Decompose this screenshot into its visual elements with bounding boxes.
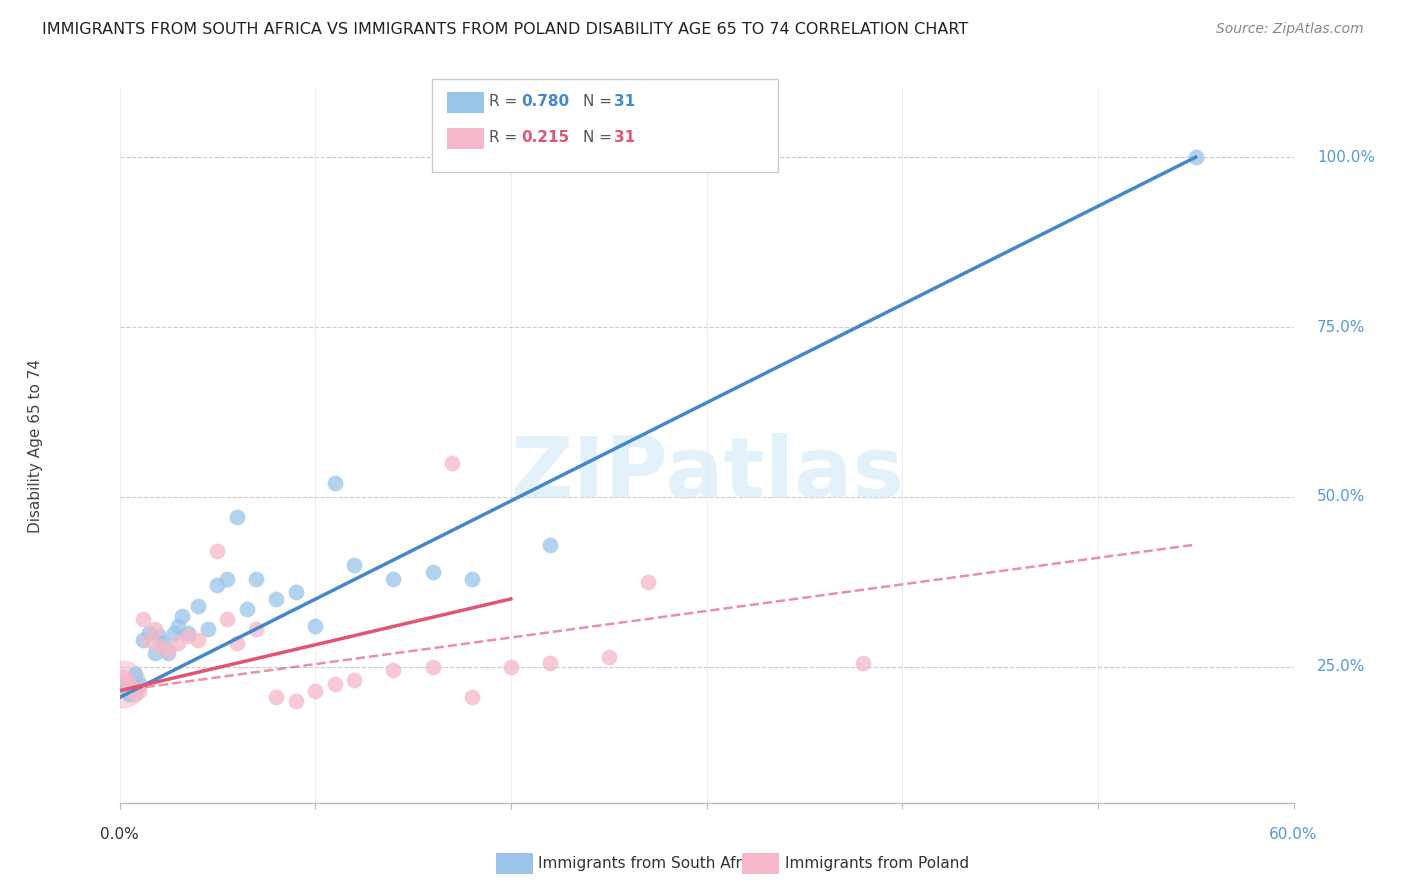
- Point: [148, 640, 170, 654]
- Point: [152, 636, 174, 650]
- Point: [1184, 150, 1206, 164]
- Point: [118, 687, 141, 701]
- Text: N =: N =: [583, 130, 617, 145]
- Point: [177, 626, 200, 640]
- Point: [264, 591, 287, 606]
- Point: [187, 599, 209, 613]
- Point: [207, 544, 229, 558]
- Point: [124, 687, 146, 701]
- Point: [143, 623, 166, 637]
- Point: [422, 565, 444, 579]
- Point: [343, 558, 366, 572]
- Text: N =: N =: [583, 95, 617, 109]
- Point: [538, 537, 561, 551]
- Point: [138, 626, 160, 640]
- Point: [225, 510, 249, 524]
- Text: 0.215: 0.215: [522, 130, 569, 145]
- Point: [225, 636, 249, 650]
- Point: [120, 680, 142, 694]
- Point: [117, 673, 139, 688]
- Point: [167, 636, 190, 650]
- Text: 100.0%: 100.0%: [1317, 150, 1375, 165]
- Text: Immigrants from South Africa: Immigrants from South Africa: [538, 856, 765, 871]
- Point: [207, 578, 229, 592]
- Point: [148, 629, 170, 643]
- Text: Source: ZipAtlas.com: Source: ZipAtlas.com: [1216, 22, 1364, 37]
- Point: [197, 623, 219, 637]
- Point: [114, 680, 136, 694]
- Point: [422, 660, 444, 674]
- Point: [217, 612, 239, 626]
- Point: [323, 677, 346, 691]
- Point: [382, 663, 405, 677]
- Point: [124, 666, 146, 681]
- Point: [598, 649, 620, 664]
- Text: R =: R =: [489, 95, 523, 109]
- Point: [128, 683, 150, 698]
- Point: [245, 623, 267, 637]
- Text: 25.0%: 25.0%: [1317, 659, 1365, 674]
- Text: Immigrants from Poland: Immigrants from Poland: [785, 856, 969, 871]
- Point: [217, 572, 239, 586]
- Point: [441, 456, 464, 470]
- Point: [382, 572, 405, 586]
- Text: ZIPatlas: ZIPatlas: [509, 433, 904, 516]
- Point: [637, 574, 659, 589]
- Point: [187, 632, 209, 647]
- Point: [538, 657, 561, 671]
- Point: [235, 602, 257, 616]
- Point: [132, 632, 155, 647]
- Text: 0.0%: 0.0%: [100, 827, 139, 841]
- Point: [132, 612, 155, 626]
- Point: [304, 683, 326, 698]
- Text: 50.0%: 50.0%: [1317, 490, 1365, 505]
- Point: [157, 643, 180, 657]
- Point: [245, 572, 267, 586]
- Point: [499, 660, 522, 674]
- Text: 31: 31: [614, 130, 636, 145]
- Point: [460, 690, 484, 705]
- Text: Disability Age 65 to 74: Disability Age 65 to 74: [28, 359, 42, 533]
- Point: [284, 694, 307, 708]
- Point: [264, 690, 287, 705]
- Point: [112, 670, 135, 684]
- Point: [343, 673, 366, 688]
- Text: 75.0%: 75.0%: [1317, 319, 1365, 334]
- Point: [460, 572, 484, 586]
- Point: [163, 626, 186, 640]
- Point: [852, 657, 875, 671]
- Point: [304, 619, 326, 633]
- Text: 60.0%: 60.0%: [1270, 827, 1317, 841]
- Point: [128, 677, 150, 691]
- Text: 0.780: 0.780: [522, 95, 569, 109]
- Point: [323, 476, 346, 491]
- Point: [284, 585, 307, 599]
- Point: [177, 629, 200, 643]
- Text: R =: R =: [489, 130, 523, 145]
- Text: IMMIGRANTS FROM SOUTH AFRICA VS IMMIGRANTS FROM POLAND DISABILITY AGE 65 TO 74 C: IMMIGRANTS FROM SOUTH AFRICA VS IMMIGRAN…: [42, 22, 969, 37]
- Point: [138, 632, 160, 647]
- Point: [111, 677, 134, 691]
- Text: 31: 31: [614, 95, 636, 109]
- Point: [172, 608, 194, 623]
- Point: [143, 646, 166, 660]
- Point: [167, 619, 190, 633]
- Point: [157, 646, 180, 660]
